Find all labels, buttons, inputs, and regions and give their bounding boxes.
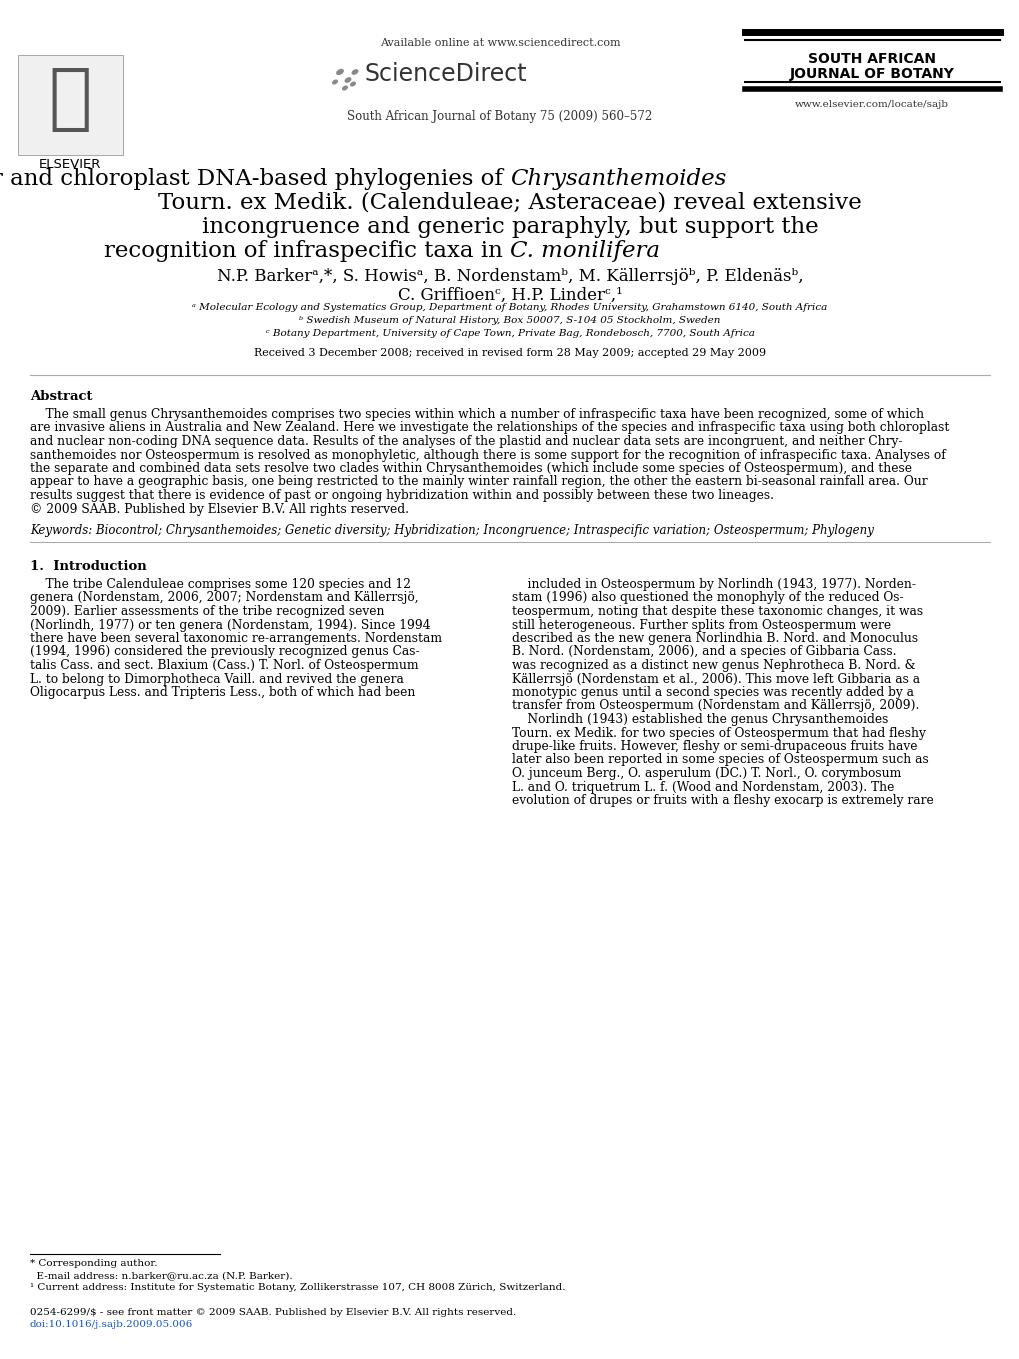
Text: N.P. Barkerᵃ,*, S. Howisᵃ, B. Nordenstamᵇ, M. Källerrsjöᵇ, P. Eldenäsᵇ,: N.P. Barkerᵃ,*, S. Howisᵃ, B. Nordenstam… [216, 268, 803, 285]
Text: E-mail address: n.barker@ru.ac.za (N.P. Barker).: E-mail address: n.barker@ru.ac.za (N.P. … [30, 1271, 292, 1280]
Text: included in Osteospermum by Norlindh (1943, 1977). Norden-: included in Osteospermum by Norlindh (19… [512, 578, 915, 591]
Text: 🌲: 🌲 [48, 65, 92, 135]
Text: Abstract: Abstract [30, 390, 93, 404]
Text: the separate and combined data sets resolve two clades within Chrysanthemoides (: the separate and combined data sets reso… [30, 462, 911, 476]
Text: described as the new genera Norlindhia B. Nord. and Monoculus: described as the new genera Norlindhia B… [512, 632, 917, 646]
Text: 1.  Introduction: 1. Introduction [30, 560, 147, 573]
Text: ¹ Current address: Institute for Systematic Botany, Zollikerstrasse 107, CH 8008: ¹ Current address: Institute for Systema… [30, 1283, 565, 1292]
Text: Källerrsjö (Nordenstam et al., 2006). This move left Gibbaria as a: Källerrsjö (Nordenstam et al., 2006). Th… [512, 673, 919, 685]
Ellipse shape [352, 69, 358, 75]
Ellipse shape [336, 69, 342, 75]
Text: Tourn. ex Medik. (Calenduleae; Asteraceae) reveal extensive: Tourn. ex Medik. (Calenduleae; Asteracea… [158, 192, 861, 213]
Text: L. to belong to Dimorphotheca Vaill. and revived the genera: L. to belong to Dimorphotheca Vaill. and… [30, 673, 404, 685]
Text: ᶜ Botany Department, University of Cape Town, Private Bag, Rondebosch, 7700, Sou: ᶜ Botany Department, University of Cape … [265, 329, 754, 338]
Text: and nuclear non-coding DNA sequence data. Results of the analyses of the plastid: and nuclear non-coding DNA sequence data… [30, 435, 902, 448]
Text: C. monilifera: C. monilifera [510, 241, 659, 262]
Text: results suggest that there is evidence of past or ongoing hybridization within a: results suggest that there is evidence o… [30, 489, 773, 501]
Text: 2009). Earlier assessments of the tribe recognized seven: 2009). Earlier assessments of the tribe … [30, 605, 384, 618]
Text: appear to have a geographic basis, one being restricted to the mainly winter rai: appear to have a geographic basis, one b… [30, 476, 926, 488]
Text: Norlindh (1943) established the genus Chrysanthemoides: Norlindh (1943) established the genus Ch… [512, 713, 888, 726]
Text: genera (Nordenstam, 2006, 2007; Nordenstam and Källerrsjö,: genera (Nordenstam, 2006, 2007; Nordenst… [30, 591, 418, 605]
Text: ScienceDirect: ScienceDirect [365, 63, 527, 86]
Text: SOUTH AFRICAN: SOUTH AFRICAN [807, 52, 935, 67]
Text: transfer from Osteospermum (Nordenstam and Källerrsjö, 2009).: transfer from Osteospermum (Nordenstam a… [512, 700, 918, 712]
Text: later also been reported in some species of Osteospermum such as: later also been reported in some species… [512, 753, 928, 766]
Ellipse shape [344, 77, 351, 82]
Text: ᵃ Molecular Ecology and Systematics Group, Department of Botany, Rhodes Universi: ᵃ Molecular Ecology and Systematics Grou… [193, 303, 826, 313]
Text: © 2009 SAAB. Published by Elsevier B.V. All rights reserved.: © 2009 SAAB. Published by Elsevier B.V. … [30, 503, 409, 515]
Text: * Corresponding author.: * Corresponding author. [30, 1258, 157, 1268]
Text: teospermum, noting that despite these taxonomic changes, it was: teospermum, noting that despite these ta… [512, 605, 922, 618]
Text: O. junceum Berg., O. asperulum (DC.) T. Norl., O. corymbosum: O. junceum Berg., O. asperulum (DC.) T. … [512, 766, 901, 780]
Text: C. Griffioenᶜ, H.P. Linderᶜ,¹: C. Griffioenᶜ, H.P. Linderᶜ,¹ [397, 287, 622, 304]
Text: B. Nord. (Nordenstam, 2006), and a species of Gibbaria Cass.: B. Nord. (Nordenstam, 2006), and a speci… [512, 646, 896, 659]
Text: The small genus Chrysanthemoides comprises two species within which a number of : The small genus Chrysanthemoides compris… [30, 408, 923, 421]
Text: Tourn. ex Medik. for two species of Osteospermum that had fleshy: Tourn. ex Medik. for two species of Oste… [512, 727, 925, 739]
Text: L. and O. triquetrum L. f. (Wood and Nordenstam, 2003). The: L. and O. triquetrum L. f. (Wood and Nor… [512, 780, 894, 794]
Text: talis Cass. and sect. Blaxium (Cass.) T. Norl. of Osteospermum: talis Cass. and sect. Blaxium (Cass.) T.… [30, 659, 418, 671]
Ellipse shape [332, 80, 337, 84]
Text: Nuclear and chloroplast DNA-based phylogenies of: Nuclear and chloroplast DNA-based phylog… [0, 169, 510, 190]
Text: Available online at www.sciencedirect.com: Available online at www.sciencedirect.co… [379, 38, 620, 48]
Text: santhemoides nor Osteospermum is resolved as monophyletic, although there is som: santhemoides nor Osteospermum is resolve… [30, 448, 945, 462]
Text: evolution of drupes or fruits with a fleshy exocarp is extremely rare: evolution of drupes or fruits with a fle… [512, 794, 932, 807]
Text: JOURNAL OF BOTANY: JOURNAL OF BOTANY [789, 67, 954, 82]
Text: are invasive aliens in Australia and New Zealand. Here we investigate the relati: are invasive aliens in Australia and New… [30, 421, 949, 435]
Text: Oligocarpus Less. and Tripteris Less., both of which had been: Oligocarpus Less. and Tripteris Less., b… [30, 686, 415, 699]
Text: Keywords: Biocontrol; Chrysanthemoides; Genetic diversity; Hybridization; Incong: Keywords: Biocontrol; Chrysanthemoides; … [30, 525, 873, 537]
Text: www.elsevier.com/locate/sajb: www.elsevier.com/locate/sajb [794, 101, 948, 109]
Text: was recognized as a distinct new genus Nephrotheca B. Nord. &: was recognized as a distinct new genus N… [512, 659, 915, 671]
Text: (1994, 1996) considered the previously recognized genus Cas-: (1994, 1996) considered the previously r… [30, 646, 419, 659]
Text: stam (1996) also questioned the monophyly of the reduced Os-: stam (1996) also questioned the monophyl… [512, 591, 903, 605]
Text: monotypic genus until a second species was recently added by a: monotypic genus until a second species w… [512, 686, 913, 699]
Text: doi:10.1016/j.sajb.2009.05.006: doi:10.1016/j.sajb.2009.05.006 [30, 1320, 193, 1329]
Text: still heterogeneous. Further splits from Osteospermum were: still heterogeneous. Further splits from… [512, 618, 891, 632]
Text: Chrysanthemoides: Chrysanthemoides [510, 169, 726, 190]
Ellipse shape [342, 86, 346, 90]
Ellipse shape [351, 82, 355, 86]
Text: (Norlindh, 1977) or ten genera (Nordenstam, 1994). Since 1994: (Norlindh, 1977) or ten genera (Nordenst… [30, 618, 430, 632]
Text: ELSEVIER: ELSEVIER [39, 158, 101, 171]
Text: ᵇ Swedish Museum of Natural History, Box 50007, S-104 05 Stockholm, Sweden: ᵇ Swedish Museum of Natural History, Box… [299, 317, 720, 325]
Text: 0254-6299/$ - see front matter © 2009 SAAB. Published by Elsevier B.V. All right: 0254-6299/$ - see front matter © 2009 SA… [30, 1307, 516, 1317]
FancyBboxPatch shape [18, 54, 123, 155]
Text: there have been several taxonomic re-arrangements. Nordenstam: there have been several taxonomic re-arr… [30, 632, 441, 646]
Text: recognition of infraspecific taxa in: recognition of infraspecific taxa in [104, 241, 510, 262]
Text: South African Journal of Botany 75 (2009) 560–572: South African Journal of Botany 75 (2009… [347, 110, 652, 124]
Text: drupe-like fruits. However, fleshy or semi-drupaceous fruits have: drupe-like fruits. However, fleshy or se… [512, 741, 917, 753]
Text: Received 3 December 2008; received in revised form 28 May 2009; accepted 29 May : Received 3 December 2008; received in re… [254, 348, 765, 357]
Text: The tribe Calenduleae comprises some 120 species and 12: The tribe Calenduleae comprises some 120… [30, 578, 411, 591]
Text: incongruence and generic paraphyly, but support the: incongruence and generic paraphyly, but … [202, 216, 817, 238]
